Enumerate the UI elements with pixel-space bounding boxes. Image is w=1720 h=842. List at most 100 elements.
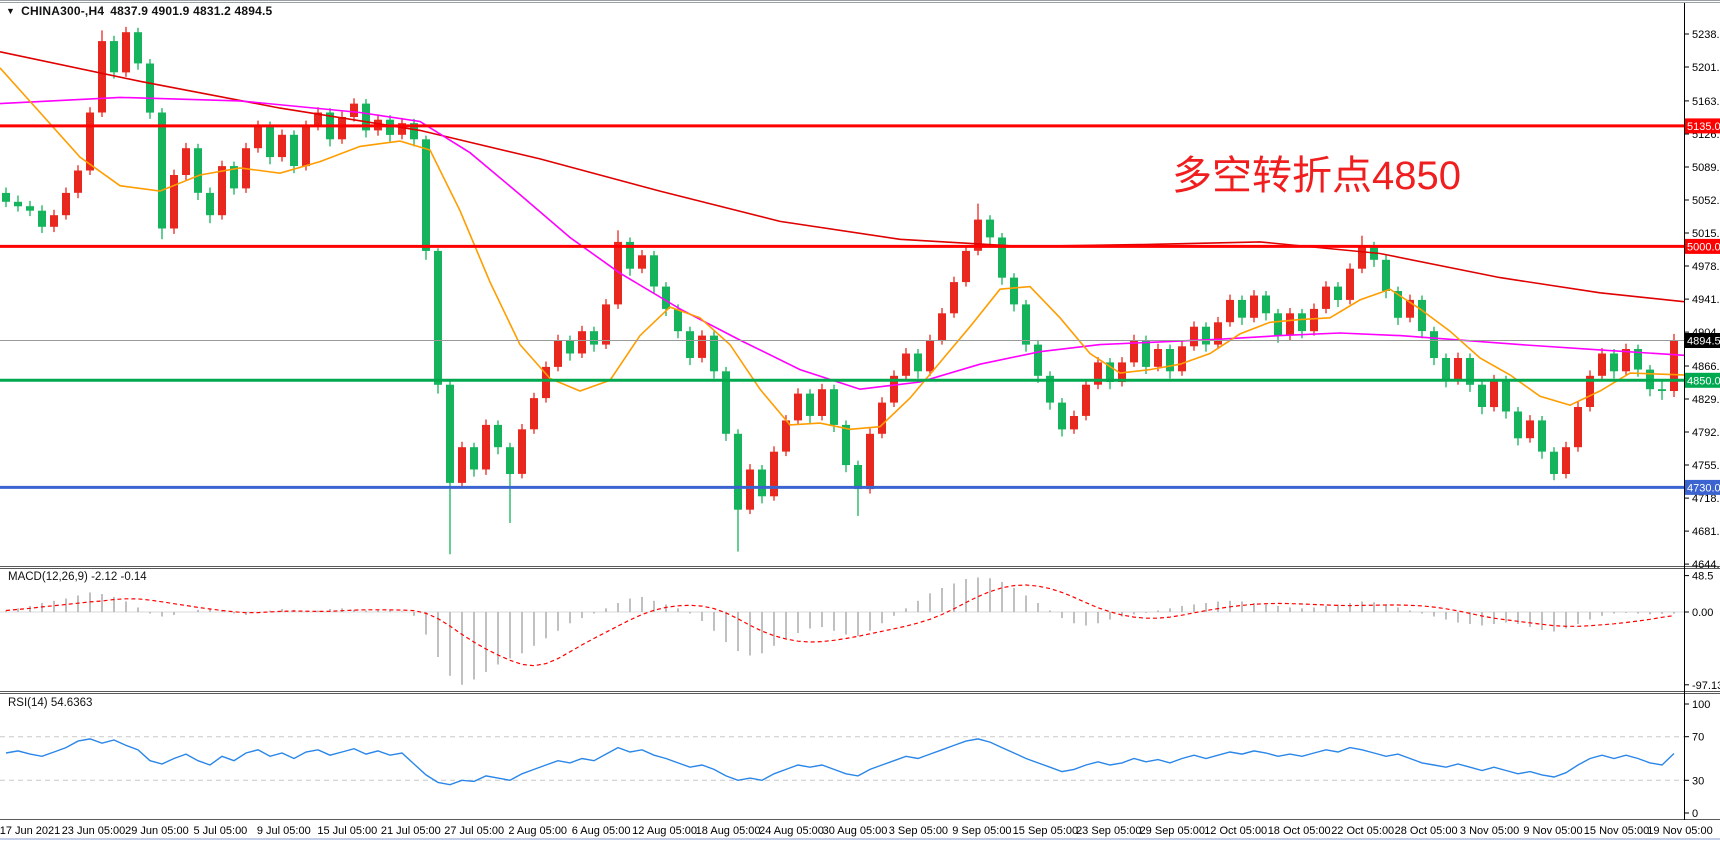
candle-body <box>842 424 850 466</box>
chart-header: ▼ CHINA300-,H4 4837.9 4901.9 4831.2 4894… <box>6 4 272 18</box>
candle-body <box>686 331 694 358</box>
price-tick-label: 4978.0 <box>1692 261 1720 273</box>
candle-body <box>38 210 46 227</box>
candle-body <box>1082 384 1090 416</box>
time-axis-label: 23 Sep 05:00 <box>1076 825 1141 837</box>
candle-body <box>1406 299 1414 318</box>
macd-signal-line <box>5 584 1675 667</box>
candle-body <box>1538 420 1546 452</box>
candle-body <box>1094 362 1102 385</box>
candle-body <box>650 255 658 287</box>
price-tag-label: 5000.0 <box>1687 241 1720 253</box>
candle-body <box>1166 349 1174 372</box>
candle-body <box>1274 313 1282 336</box>
candle-body <box>662 286 670 309</box>
candle-body <box>506 447 514 474</box>
candle-body <box>1034 344 1042 376</box>
candle-body <box>626 241 634 269</box>
candle-body <box>1142 340 1150 367</box>
rsi-indicator-label: RSI(14) 54.6363 <box>8 697 93 709</box>
candle-body <box>578 331 586 354</box>
price-tick-label: 4866.0 <box>1692 361 1720 373</box>
candle-body <box>1046 375 1054 403</box>
candle-body <box>710 335 718 372</box>
candle-body <box>1358 246 1366 269</box>
ma-slow-line <box>0 51 1685 303</box>
time-axis-label: 9 Nov 05:00 <box>1523 825 1582 837</box>
time-axis-label: 3 Nov 05:00 <box>1460 825 1519 837</box>
candle-body <box>794 393 802 421</box>
candle-body <box>950 282 958 314</box>
time-axis-label: 23 Jun 05:00 <box>62 825 126 837</box>
candle-body <box>638 255 646 269</box>
candle-body <box>1250 295 1258 318</box>
candle-body <box>14 201 22 207</box>
price-tick-label: 5089.0 <box>1692 162 1720 174</box>
time-axis-label: 19 Nov 05:00 <box>1647 825 1712 837</box>
rsi-tick-label: 70 <box>1692 732 1704 744</box>
price-axis[interactable]: 5238.05201.05163.05126.05089.05052.05015… <box>1684 29 1720 820</box>
time-axis-label: 9 Sep 05:00 <box>952 825 1011 837</box>
candle-body <box>350 103 358 117</box>
candle-body <box>1010 277 1018 305</box>
time-axis-label: 15 Sep 05:00 <box>1013 825 1078 837</box>
time-axis-label: 2 Aug 05:00 <box>508 825 567 837</box>
candle-body <box>962 250 970 283</box>
candle-body <box>446 384 454 483</box>
candle-body <box>1562 447 1570 474</box>
candle-body <box>1322 286 1330 309</box>
candle-body <box>818 389 826 416</box>
candle-body <box>98 41 106 113</box>
candle-body <box>1454 358 1462 381</box>
candle-body <box>74 170 82 193</box>
candle-body <box>170 175 178 229</box>
candle-body <box>1214 322 1222 345</box>
time-axis-label: 18 Aug 05:00 <box>696 825 761 837</box>
candle-body <box>986 219 994 238</box>
price-tag-4730.0 <box>1685 479 1720 495</box>
time-axis-label: 29 Jun 05:00 <box>125 825 189 837</box>
candle-body <box>1382 259 1390 291</box>
candle-body <box>1598 353 1606 376</box>
candle-body <box>938 313 946 341</box>
time-axis-label: 3 Sep 05:00 <box>889 825 948 837</box>
time-axis-label: 29 Sep 05:00 <box>1140 825 1205 837</box>
candle-body <box>1430 331 1438 358</box>
price-tag-label: 5135.0 <box>1687 121 1720 133</box>
macd-tick-label: 0.00 <box>1692 607 1713 619</box>
candle-body <box>410 123 418 140</box>
candle-body <box>542 366 550 399</box>
candle-body <box>1286 313 1294 336</box>
price-tick-label: 5015.0 <box>1692 228 1720 240</box>
macd-tick-label: -97.13 <box>1692 680 1720 692</box>
price-tick-label: 4718.0 <box>1692 493 1720 505</box>
candle-body <box>530 398 538 430</box>
price-tick-label: 5163.0 <box>1692 96 1720 108</box>
candle-body <box>734 433 742 510</box>
candle-body <box>254 125 262 149</box>
candle-body <box>566 340 574 354</box>
time-axis-label: 21 Jul 05:00 <box>381 825 441 837</box>
candle-body <box>1346 268 1354 300</box>
time-axis[interactable]: 17 Jun 2021 23 Jun 05:00 29 Jun 05:00 5 Jul… <box>0 825 1713 837</box>
rsi-tick-label: 0 <box>1692 808 1698 820</box>
time-axis-label: 6 Aug 05:00 <box>572 825 631 837</box>
candle-body <box>854 465 862 490</box>
candle-body <box>878 402 886 434</box>
candle-body <box>1622 349 1630 372</box>
candlestick-series <box>2 26 1678 555</box>
candle-body <box>278 134 286 158</box>
price-tick-label: 4792.0 <box>1692 427 1720 439</box>
candle-body <box>1490 380 1498 408</box>
symbol-dropdown-icon[interactable]: ▼ <box>6 5 16 16</box>
candle-body <box>26 206 34 211</box>
candle-body <box>1550 451 1558 474</box>
time-axis-label: 15 Jul 05:00 <box>317 825 377 837</box>
candle-body <box>290 134 298 166</box>
price-tag-4850.0 <box>1685 372 1720 388</box>
candle-body <box>206 192 214 216</box>
ma-fast-line <box>0 67 1685 431</box>
rsi-line <box>5 738 1675 786</box>
macd-histogram <box>5 577 1675 685</box>
